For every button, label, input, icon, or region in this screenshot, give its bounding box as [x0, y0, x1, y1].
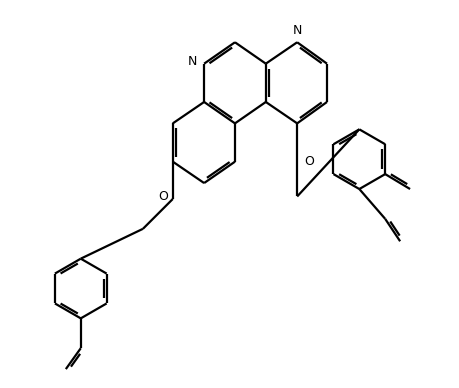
Text: O: O [304, 155, 314, 168]
Text: O: O [157, 190, 168, 203]
Text: N: N [292, 24, 301, 37]
Text: N: N [187, 55, 196, 68]
